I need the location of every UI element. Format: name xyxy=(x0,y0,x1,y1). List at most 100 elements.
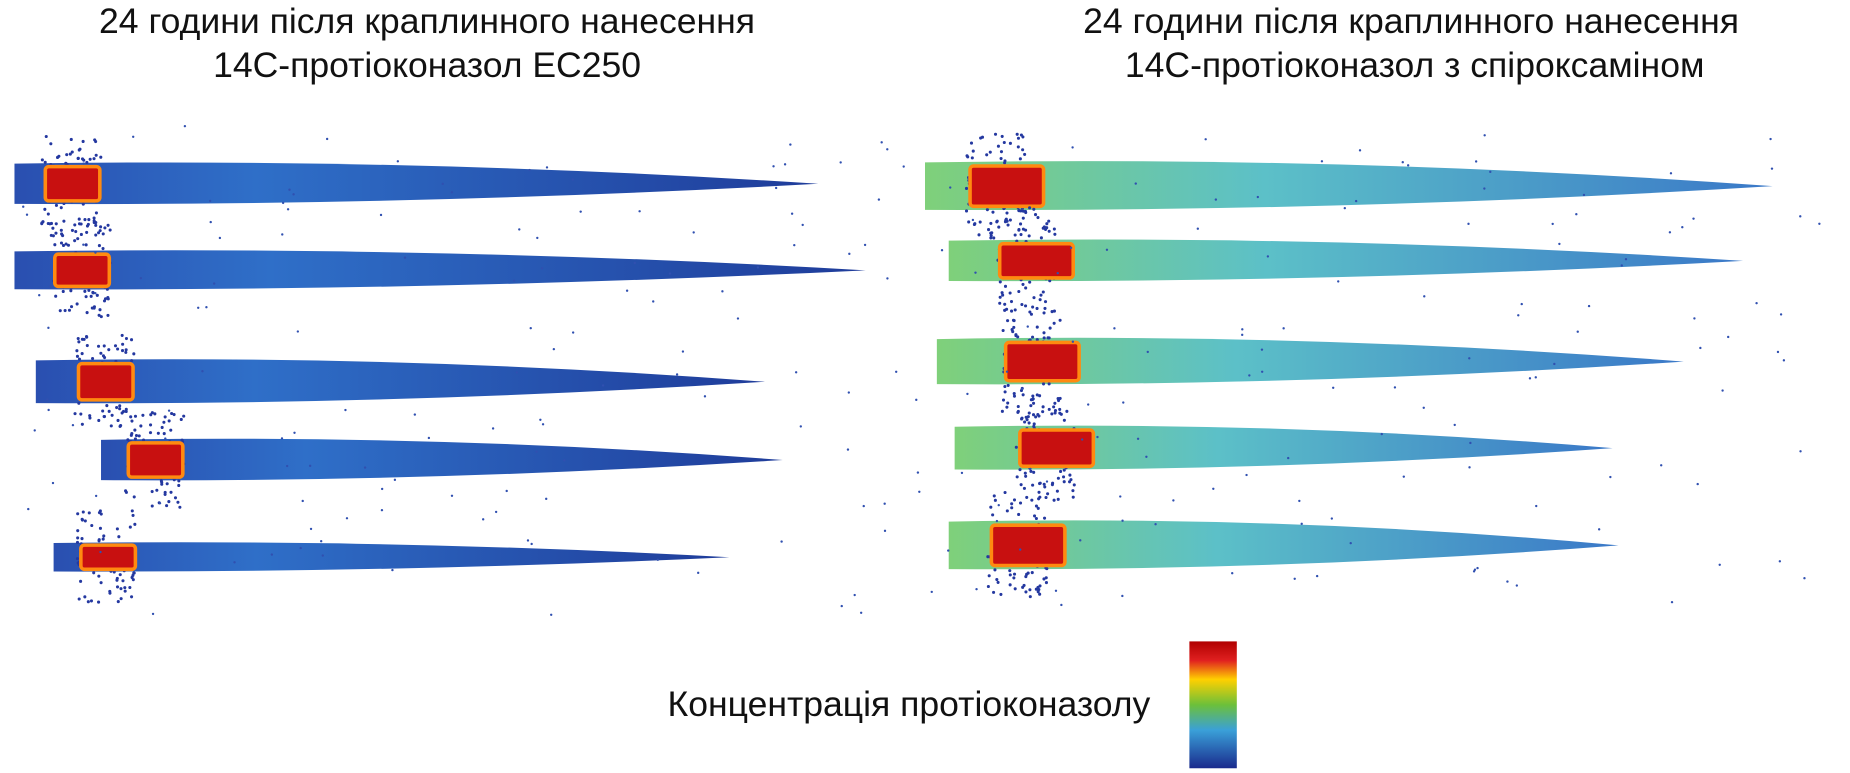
speckle xyxy=(69,289,73,293)
speckle xyxy=(148,431,153,435)
speckle xyxy=(1020,417,1024,421)
speckle xyxy=(92,220,96,224)
speckle xyxy=(115,527,119,531)
speckle xyxy=(1755,301,1758,305)
speckle xyxy=(1012,325,1016,329)
speckle xyxy=(1010,506,1014,510)
speckle xyxy=(859,611,863,614)
speckle xyxy=(1039,236,1043,240)
speckle xyxy=(83,289,87,293)
speckle xyxy=(43,160,47,164)
speckle xyxy=(46,221,50,226)
speckle xyxy=(1044,576,1048,580)
speckle xyxy=(116,418,120,422)
speckle xyxy=(1468,466,1471,469)
speckle xyxy=(82,243,85,246)
speckle xyxy=(44,134,48,139)
speckle xyxy=(118,407,122,411)
speckle xyxy=(1036,506,1040,510)
speckle xyxy=(1037,490,1041,494)
speckle xyxy=(1032,401,1036,405)
speckle xyxy=(1008,141,1012,145)
speckle xyxy=(1113,327,1116,330)
speckle xyxy=(94,292,97,295)
speckle xyxy=(286,208,290,211)
speckle xyxy=(1072,483,1076,487)
speckle xyxy=(949,186,952,189)
speckle xyxy=(1008,573,1012,577)
speckle xyxy=(780,540,783,543)
speckle xyxy=(82,162,85,165)
speckle xyxy=(1052,309,1056,313)
speckle xyxy=(545,497,548,501)
speckle xyxy=(1015,132,1019,136)
speckle xyxy=(94,211,98,215)
speckle xyxy=(1036,216,1040,220)
speckle xyxy=(980,135,985,139)
speckle xyxy=(571,331,575,334)
speckle xyxy=(87,511,91,515)
speckle xyxy=(579,210,582,213)
speckle xyxy=(1422,406,1425,409)
speckle xyxy=(76,512,80,516)
speckle xyxy=(996,144,1000,148)
speckle xyxy=(270,553,274,556)
speckle xyxy=(986,584,990,589)
speckle xyxy=(1036,585,1040,589)
speckle xyxy=(101,232,105,236)
speckle xyxy=(54,222,58,226)
speckle xyxy=(552,347,556,351)
speckle xyxy=(209,220,212,224)
speckle xyxy=(947,549,950,552)
speckle xyxy=(160,425,164,429)
speckle xyxy=(1668,231,1672,234)
speckle xyxy=(99,550,102,554)
speckle xyxy=(208,199,212,203)
speckle xyxy=(67,308,72,312)
speckle xyxy=(49,221,54,226)
speckle xyxy=(182,414,186,418)
speckle xyxy=(1018,157,1022,161)
speckle xyxy=(1069,246,1073,250)
speckle xyxy=(109,424,113,428)
speckle xyxy=(1015,475,1019,479)
speckle xyxy=(212,282,216,285)
speckle xyxy=(652,300,655,303)
speckle xyxy=(1354,199,1358,203)
speckle xyxy=(703,395,707,398)
speckle xyxy=(1037,414,1041,418)
speckle xyxy=(1043,516,1047,520)
speckle xyxy=(1034,504,1038,508)
speckle xyxy=(1053,232,1057,236)
speckle xyxy=(992,590,996,594)
speckle xyxy=(1469,441,1472,445)
speckle xyxy=(880,141,883,144)
speckle xyxy=(391,568,394,572)
speckle xyxy=(1017,289,1021,294)
speckle xyxy=(73,223,77,227)
speckle xyxy=(1003,490,1007,495)
speckle xyxy=(1006,383,1010,387)
speckle xyxy=(1587,304,1591,308)
speckle xyxy=(989,505,993,509)
speckle xyxy=(529,326,532,330)
speckle xyxy=(1020,387,1024,391)
speckle xyxy=(985,153,989,157)
speckle xyxy=(1670,600,1674,604)
speckle xyxy=(883,529,887,533)
speckle xyxy=(1721,389,1724,392)
speckle xyxy=(281,233,284,236)
speckle xyxy=(1489,170,1492,174)
speckle xyxy=(964,209,969,213)
speckle xyxy=(571,178,574,181)
speckle xyxy=(38,294,41,297)
speckle xyxy=(130,419,134,423)
speckle xyxy=(130,432,134,436)
speckle xyxy=(344,408,347,412)
speckle xyxy=(163,415,167,419)
speckle xyxy=(1028,206,1032,210)
speckle xyxy=(88,414,92,418)
speckle xyxy=(71,423,75,427)
speckle xyxy=(1031,397,1035,401)
speckle xyxy=(1012,392,1016,396)
